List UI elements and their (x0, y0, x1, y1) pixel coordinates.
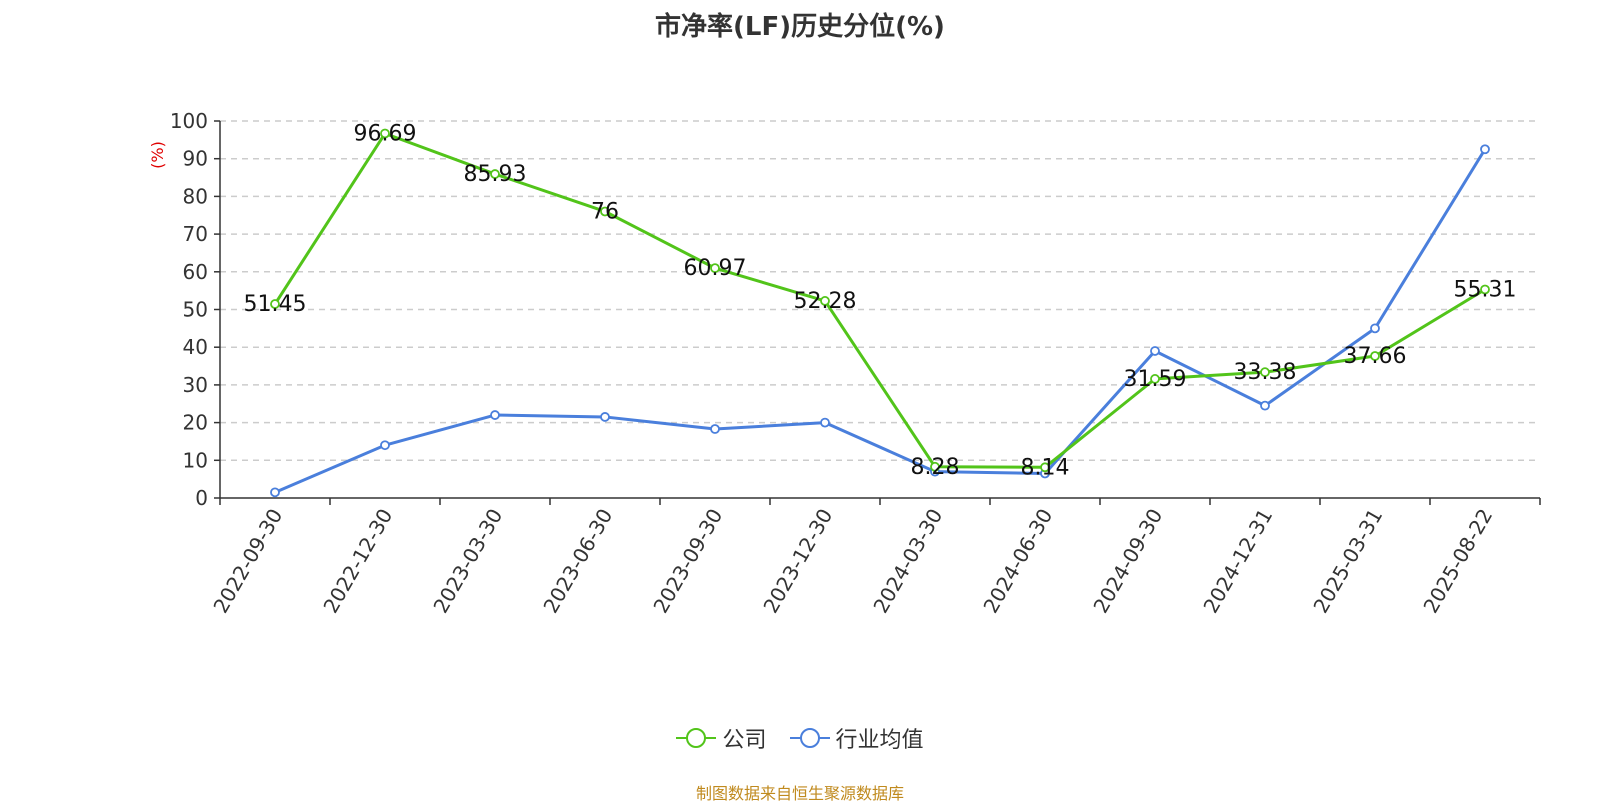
y-tick-label: 30 (183, 373, 208, 397)
data-point-industry (270, 487, 280, 498)
y-tick-label: 10 (183, 448, 208, 472)
legend-label-company: 公司 (722, 728, 767, 753)
data-point-industry (1260, 400, 1270, 411)
data-point-company (1370, 351, 1380, 361)
data-label: 76 (591, 199, 619, 224)
data-point-industry (1370, 323, 1380, 334)
data-point-industry (490, 410, 500, 420)
data-point-company (820, 296, 830, 306)
data-label: 85.93 (464, 162, 527, 187)
x-tick-label: 2022-09-30 (208, 505, 287, 618)
x-tick-label: 2024-03-30 (868, 505, 947, 618)
y-tick-label: 50 (183, 298, 208, 322)
data-point-company (270, 299, 280, 309)
data-label: 37.66 (1344, 344, 1407, 369)
data-labels: 51.45 96.69 85.93 76 60.97 52.28 8.28 8.14 31.59… (244, 121, 1517, 480)
data-point-company (380, 128, 390, 139)
y-axis-label: (%) (148, 141, 167, 169)
y-tick-label: 80 (183, 184, 208, 208)
data-label: 96.69 (354, 121, 417, 146)
data-point-industry (710, 424, 720, 434)
data-point-industry (1480, 144, 1490, 155)
data-point-industry (1150, 346, 1160, 356)
y-tick-label: 60 (183, 260, 208, 284)
source-note: 制图数据来自恒生聚源数据库 (695, 784, 904, 803)
legend-item-industry[interactable]: 行业均值 (789, 722, 924, 754)
data-point-company (930, 461, 940, 472)
data-label: 31.59 (1124, 367, 1187, 392)
x-tick-label: 2023-06-30 (538, 505, 617, 618)
x-tick-label: 2025-08-22 (1418, 505, 1497, 618)
data-label: 8.28 (911, 455, 960, 480)
data-point-company (1040, 462, 1050, 473)
x-tick-label: 2025-03-31 (1308, 505, 1387, 618)
grid-lines (220, 120, 1540, 462)
data-point-company (710, 263, 720, 274)
legend-item-company[interactable]: 公司 (676, 722, 767, 754)
data-point-industry (820, 417, 830, 428)
data-point-company (600, 206, 610, 217)
x-tick-label: 2024-12-31 (1198, 505, 1277, 618)
data-point-company (1480, 284, 1490, 295)
y-tick-label: 0 (195, 486, 208, 510)
y-tick-label: 20 (183, 411, 208, 435)
legend-label-industry: 行业均值 (835, 728, 924, 753)
x-tick-label: 2023-12-30 (758, 505, 837, 618)
legend-marker-company-icon (676, 728, 717, 748)
data-label: 60.97 (684, 256, 747, 281)
data-point-company (1150, 374, 1160, 384)
data-label: 52.28 (794, 289, 857, 314)
data-label: 8.14 (1021, 455, 1070, 480)
data-label: 55.31 (1454, 277, 1517, 302)
data-label: 33.38 (1234, 360, 1297, 385)
data-label: 51.45 (244, 292, 307, 317)
legend: 公司 行业均值 (0, 722, 1600, 756)
data-point-company (490, 169, 500, 179)
chart-title: 市净率(LF)历史分位(%) (655, 12, 945, 42)
series-lines (270, 128, 1490, 498)
y-tick-label: 100 (170, 109, 208, 133)
data-point-industry (600, 412, 610, 422)
x-tick-label: 2024-09-30 (1088, 505, 1167, 618)
series-line-industry (274, 148, 1487, 494)
series-line-company (273, 131, 1486, 469)
y-tick-label: 90 (183, 147, 208, 171)
data-point-company (1260, 367, 1270, 378)
x-tick-label: 2023-03-30 (428, 505, 507, 618)
x-tick-label: 2022-12-30 (318, 505, 397, 618)
data-point-industry (380, 440, 390, 451)
y-tick-label: 70 (183, 222, 208, 246)
legend-marker-industry-icon (789, 728, 830, 748)
x-tick-label: 2024-06-30 (978, 505, 1057, 618)
x-tick-label: 2023-09-30 (648, 505, 727, 618)
y-tick-label: 40 (183, 335, 208, 359)
